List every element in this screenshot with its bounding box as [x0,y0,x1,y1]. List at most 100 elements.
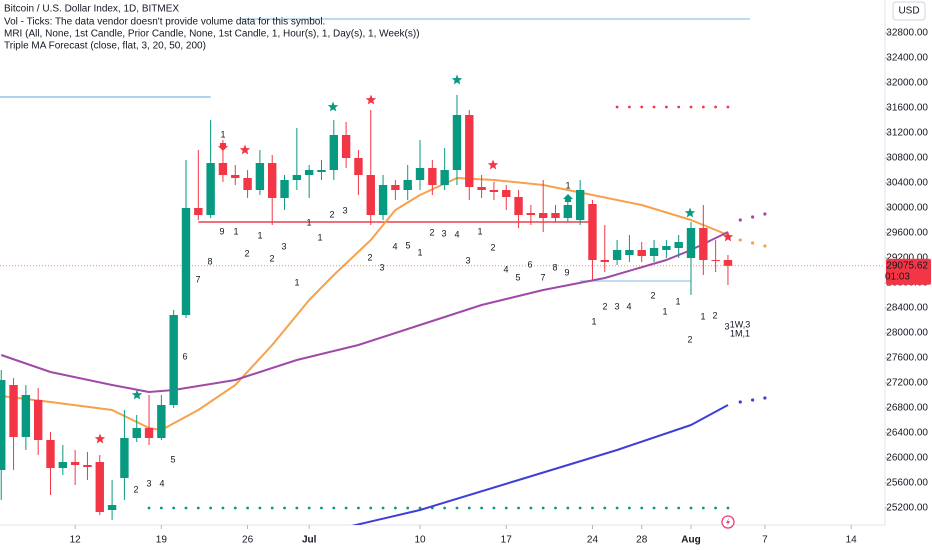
level-dot [418,506,422,510]
level-dot [677,506,681,510]
candle-body [538,213,548,218]
y-tick-label: 29600.00 [886,228,928,239]
signal-star [239,144,251,155]
x-tick-label: 24 [587,535,599,546]
signal-star [451,74,463,85]
level-dot [467,506,471,510]
y-tick-label: 30000.00 [886,203,928,214]
candle-body [341,135,351,158]
signal-star [94,433,106,444]
candle-body [95,462,104,512]
candle-body [231,175,240,178]
signal-label: 5 [405,240,410,250]
y-tick-label: 32800.00 [886,28,928,39]
signal-label: 1 [233,226,238,236]
level-dot [159,506,163,510]
candle-body [83,465,92,467]
moving-average [351,404,729,525]
x-tick-label: 26 [242,535,254,546]
level-dot [221,506,225,510]
level-dot [615,105,619,109]
plot-area [0,95,885,525]
level-dot [480,506,484,510]
x-tick-label: 10 [414,535,426,546]
candle-body [378,185,388,215]
forecast-dot [738,218,742,222]
candle-body [194,208,203,215]
forecast-dot [763,244,767,248]
signal-label: 3 [379,262,384,272]
forecast-dot [763,396,767,400]
y-tick-label: 26400.00 [886,428,928,439]
level-dot [628,506,631,510]
signal-label: 1 [220,129,225,139]
candle-body [243,178,252,190]
signal-star [722,231,734,242]
candle-body [70,462,80,465]
signal-label: 9 [564,267,569,277]
level-dot [246,506,249,510]
y-tick-label: 32400.00 [886,53,928,64]
signal-label: 3 [146,478,151,488]
signal-label: 1 [257,230,262,240]
signal-label: 1 [662,306,667,316]
level-dot [714,105,718,109]
candle-body [625,250,634,255]
candle-body [612,250,622,260]
level-dot [504,506,508,510]
candle-body [366,175,375,215]
event-icon[interactable] [721,515,735,529]
x-tick-label: 12 [70,535,82,546]
signal-label: 2 [602,301,607,311]
signal-label: 6 [182,351,187,361]
signal-label: 2 [429,227,434,237]
candle-body [502,190,511,197]
signal-label: 3 [342,205,347,215]
y-tick-label: 26000.00 [886,453,928,464]
signal-label: 2 [712,310,717,320]
level-dot [603,506,607,510]
candle-body [21,395,31,437]
candle-body [526,213,536,215]
level-dot [233,506,237,510]
candle-body [428,168,437,185]
signal-label: 4 [159,478,164,488]
candle-body [329,135,338,170]
level-dot [726,506,730,510]
signal-label: 7 [195,274,200,284]
level-dot [295,506,299,510]
forecast-dot [750,215,755,219]
price-tag [886,258,931,285]
candle-body [354,158,363,175]
candle-body [723,260,733,266]
level-dot [701,506,705,510]
y-tick-label: 31600.00 [886,103,928,114]
indicator-label: Triple MA Forecast (close, flat, 3, 20, … [4,41,206,52]
y-tick-label: 32000.00 [886,78,928,89]
candle-body [9,385,18,437]
signal-label: 6 [527,259,532,269]
signal-label: 7 [540,272,545,282]
forecast-dot [738,400,742,404]
x-tick-label: 17 [501,535,513,546]
y-tick-label: 27600.00 [886,353,928,364]
level-dot [406,506,410,510]
signal-star [684,207,696,218]
candle-body [489,190,499,192]
currency-button[interactable] [892,1,926,21]
candle-body [465,115,474,187]
signal-label: 4 [503,264,508,274]
x-tick-label: 28 [636,535,648,546]
signal-label: 3 [465,255,470,265]
signal-label: 1 [417,247,422,257]
signal-label: 8 [207,256,212,266]
level-dot [566,506,570,510]
signal-label: 2 [650,290,655,300]
level-dot [652,105,656,109]
level-dot [517,506,520,510]
candle-body [218,163,228,175]
level-dot [591,506,594,510]
signal-label: 1 [317,232,322,242]
candle-body [181,208,191,315]
level-dot [381,506,385,510]
